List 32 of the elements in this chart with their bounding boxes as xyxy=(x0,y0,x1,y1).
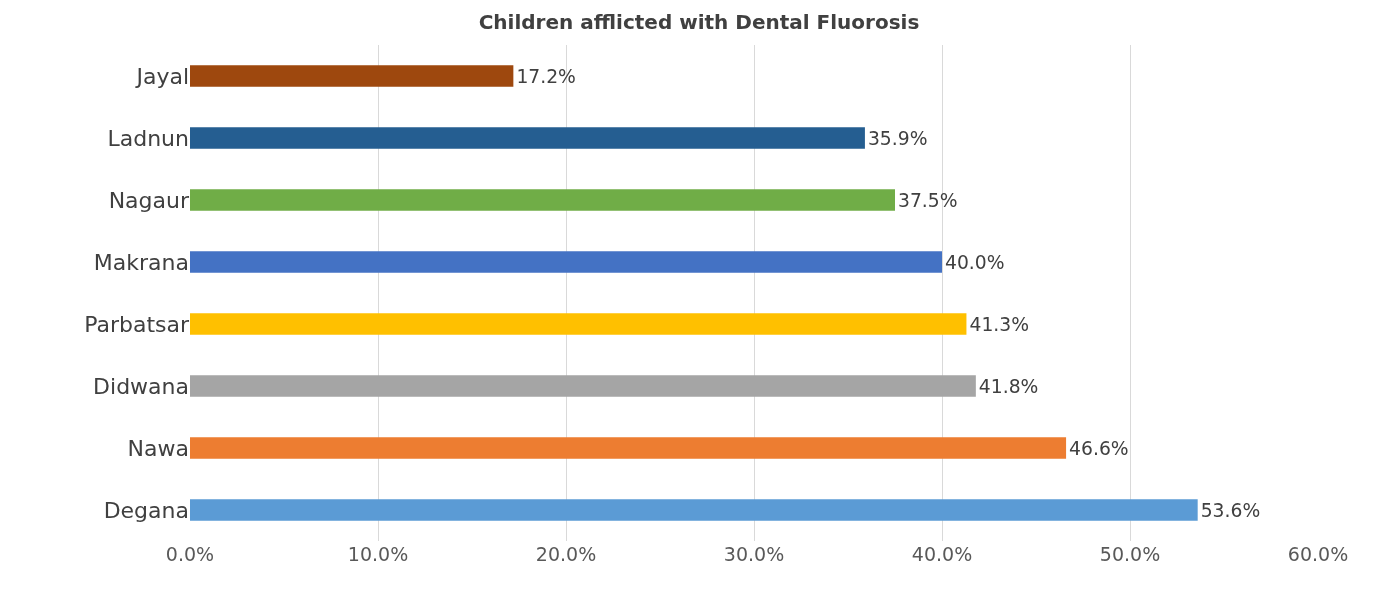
bar xyxy=(190,251,942,273)
bar xyxy=(190,437,1067,459)
bar xyxy=(190,65,514,87)
x-tick-label: 40.0% xyxy=(911,543,973,565)
y-tick-label: Jayal xyxy=(134,63,189,89)
y-tick-label: Parbatsar xyxy=(84,311,190,337)
x-tick-label: 0.0% xyxy=(165,543,215,565)
data-label: 40.0% xyxy=(945,251,1005,273)
y-tick-label: Ladnun xyxy=(107,125,189,151)
x-tick-label: 30.0% xyxy=(723,543,785,565)
bar xyxy=(190,189,895,211)
x-tick-label: 10.0% xyxy=(347,543,409,565)
bar xyxy=(190,313,967,335)
x-tick-label: 20.0% xyxy=(535,543,597,565)
data-label: 37.5% xyxy=(898,189,958,211)
data-label: 41.8% xyxy=(978,375,1039,397)
x-tick-label: 50.0% xyxy=(1099,543,1161,565)
y-tick-label: Degana xyxy=(103,497,189,523)
data-label: 17.2% xyxy=(516,65,576,87)
chart-title: Children afflicted with Dental Fluorosis xyxy=(478,9,920,34)
bar xyxy=(190,127,865,149)
bar xyxy=(190,499,1198,521)
bar xyxy=(190,375,976,397)
data-label: 41.3% xyxy=(969,313,1029,335)
x-tick-label: 60.0% xyxy=(1287,543,1349,565)
data-label: 53.6% xyxy=(1200,499,1261,521)
data-label: 46.6% xyxy=(1069,437,1129,459)
y-tick-label: Nawa xyxy=(127,435,189,461)
y-tick-label: Makrana xyxy=(93,249,189,275)
y-tick-label: Didwana xyxy=(93,373,189,399)
data-label: 35.9% xyxy=(867,127,928,149)
y-tick-label: Nagaur xyxy=(108,187,190,213)
